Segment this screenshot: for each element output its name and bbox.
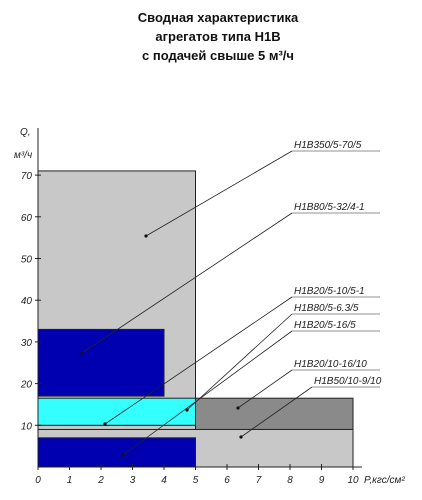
x-axis-label: P,кгс/см² [364,475,405,486]
x-tick-label: 7 [256,475,262,486]
leader-dot [80,351,84,355]
region [37,437,196,468]
series-label: Н1В350/5-70/5 [294,140,362,151]
y-tick-label: 60 [21,213,33,224]
y-tick-label: 70 [21,171,33,182]
x-tick-label: 8 [287,475,293,486]
leader-dot [144,234,148,238]
y-tick-label: 10 [21,421,33,432]
x-tick-label: 1 [67,475,73,486]
series-label: Н1В20/5-10/5-1 [294,286,365,297]
series-label: Н1В80/5-32/4-1 [294,202,365,213]
leader-line [240,386,313,438]
region [37,397,196,426]
x-tick-label: 2 [97,475,104,486]
chart-title: с подачей свыше 5 м³/ч [142,48,294,63]
leader-dot [121,453,125,457]
leader-dot [103,422,107,426]
leader-dot [185,408,189,412]
series-label: Н1В50/10-9/10 [314,376,382,387]
region [37,424,196,430]
leader-line [122,330,293,456]
y-tick-label: 50 [21,255,33,266]
region [37,328,165,397]
leader-line [81,212,293,354]
leader-dot [236,406,240,410]
chart-title: Сводная характеристика [138,10,299,25]
y-tick-label: 40 [21,296,33,307]
series-label: Н1В80/5-6.3/5 [294,303,359,314]
x-tick-label: 4 [161,475,167,486]
x-tick-label: 9 [319,475,325,486]
leader-line [237,369,293,409]
y-axis-label: м³/ч [14,150,32,161]
leader-line [145,150,293,237]
series-label: Н1В20/5-16/5 [294,320,356,331]
y-tick-label: 30 [21,338,33,349]
x-tick-label: 3 [130,475,136,486]
chart-title: агрегатов типа Н1В [155,29,280,44]
x-tick-label: 10 [347,475,359,486]
x-tick-label: 5 [193,475,199,486]
x-tick-label: 6 [224,475,230,486]
y-axis-label: Q, [20,127,31,138]
leader-dot [239,435,243,439]
x-tick-label: 0 [35,475,41,486]
y-tick-label: 20 [20,380,33,391]
series-label: Н1В20/10-16/10 [294,359,367,370]
leader-line [186,313,293,411]
leader-line [104,296,293,425]
